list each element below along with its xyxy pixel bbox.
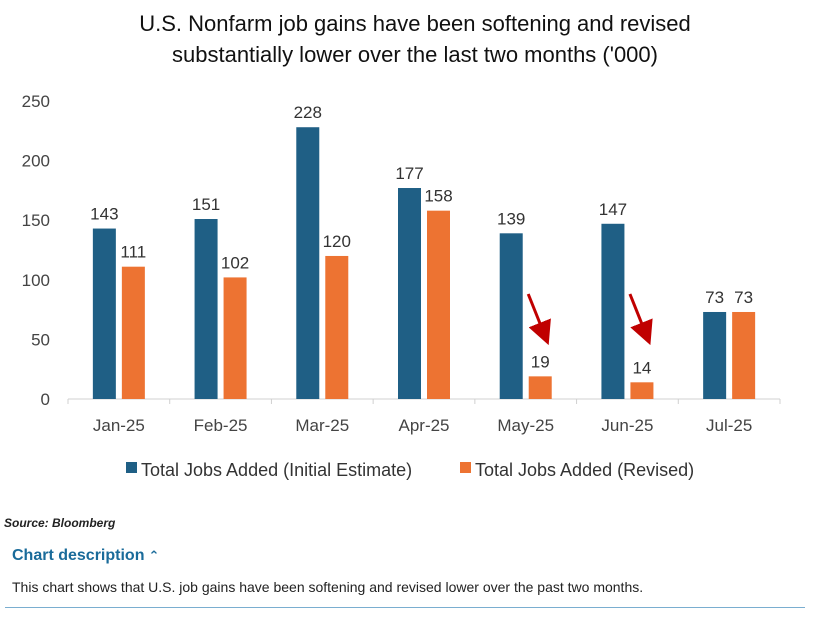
data-label: 158 <box>424 187 452 206</box>
data-label: 147 <box>599 200 627 219</box>
data-label: 19 <box>531 352 550 371</box>
chart-title: U.S. Nonfarm job gains have been softeni… <box>139 11 691 67</box>
legend: Total Jobs Added (Initial Estimate) Total… <box>126 460 694 480</box>
chart-description-text: This chart shows that U.S. job gains hav… <box>12 579 644 595</box>
data-label: 73 <box>734 288 753 307</box>
x-tick-label: Jul-25 <box>706 416 752 435</box>
legend-label: Total Jobs Added (Initial Estimate) <box>141 460 412 480</box>
bar-revised-feb-25 <box>223 277 247 399</box>
bar-initial-jan-25 <box>92 228 116 399</box>
chevron-up-icon: ⌃ <box>148 548 160 563</box>
x-axis-ticks: Jan-25 Feb-25 Mar-25 Apr-25 May-25 Jun-25 Jul-… <box>67 399 781 435</box>
data-label: 73 <box>705 288 724 307</box>
legend-label: Total Jobs Added (Revised) <box>475 460 694 480</box>
bar-revised-may-25 <box>528 376 552 399</box>
data-label: 151 <box>192 195 220 214</box>
bar-revised-jan-25 <box>121 266 145 399</box>
y-tick-label: 0 <box>41 390 50 409</box>
data-label: 102 <box>221 253 249 272</box>
down-arrow-icon <box>526 293 551 346</box>
bar-initial-jul-25 <box>703 311 727 399</box>
data-label: 177 <box>395 164 423 183</box>
x-tick-label: Feb-25 <box>194 416 248 435</box>
y-tick-label: 100 <box>22 271 50 290</box>
y-tick-label: 250 <box>22 92 50 111</box>
data-label: 111 <box>120 243 146 262</box>
bar-initial-may-25 <box>499 233 523 399</box>
annotations <box>526 293 653 346</box>
y-tick-label: 150 <box>22 211 50 230</box>
y-tick-label: 200 <box>22 152 50 171</box>
bar-revised-apr-25 <box>427 210 450 399</box>
source-note: Source: Bloomberg <box>4 516 116 530</box>
legend-swatch <box>460 462 471 473</box>
bar-revised-mar-25 <box>325 255 349 399</box>
data-label: 14 <box>632 358 651 377</box>
bar-revised-jul-25 <box>732 311 756 399</box>
bar-initial-feb-25 <box>194 219 218 399</box>
x-tick-label: Jun-25 <box>601 416 653 435</box>
divider <box>5 607 805 608</box>
data-label: 139 <box>497 209 525 228</box>
y-axis-ticks: 0 50 100 150 200 250 <box>22 92 50 409</box>
chart-description-label: Chart description <box>12 547 145 564</box>
x-tick-label: Apr-25 <box>398 416 449 435</box>
bar-initial-apr-25 <box>398 188 421 399</box>
data-label: 120 <box>323 232 351 251</box>
y-tick-label: 50 <box>31 330 50 349</box>
bar-initial-mar-25 <box>296 127 320 399</box>
bar-revised-jun-25 <box>630 382 654 399</box>
bar-initial-jun-25 <box>601 223 625 399</box>
data-label: 143 <box>90 205 118 224</box>
down-arrow-icon <box>628 293 653 346</box>
x-tick-label: Jan-25 <box>93 416 145 435</box>
legend-swatch <box>126 462 137 473</box>
data-label: 228 <box>294 103 322 122</box>
x-tick-label: May-25 <box>497 416 554 435</box>
chart-description-toggle[interactable]: Chart description ⌃ <box>12 547 159 565</box>
x-tick-label: Mar-25 <box>295 416 349 435</box>
